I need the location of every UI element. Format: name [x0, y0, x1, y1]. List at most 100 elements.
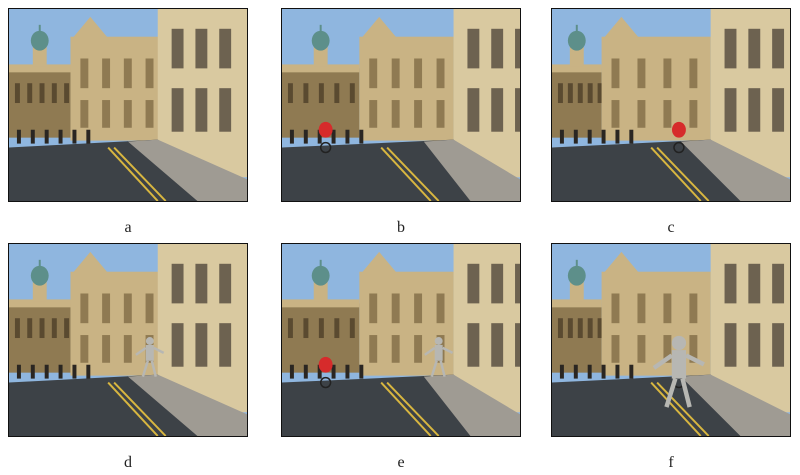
- rotunda-window: [597, 318, 603, 339]
- rotunda-window: [557, 83, 563, 104]
- scene-photo: [281, 8, 521, 202]
- facade-window: [123, 335, 132, 363]
- facade-window: [414, 293, 423, 324]
- right-window: [195, 88, 208, 132]
- scene-drawing: [282, 244, 520, 436]
- pedestrian: [601, 364, 606, 379]
- panel-label: b: [397, 219, 405, 236]
- pedestrian: [16, 129, 21, 144]
- right-window: [724, 28, 737, 69]
- pedestrian: [573, 364, 578, 379]
- rotunda-window: [557, 318, 563, 339]
- facade-window: [663, 293, 672, 324]
- right-window: [219, 263, 232, 304]
- robot-leg: [680, 378, 692, 408]
- pedestrian: [30, 364, 35, 379]
- pedestrian: [58, 364, 63, 379]
- right-window: [171, 28, 184, 69]
- facade-window: [663, 100, 672, 128]
- dome: [311, 30, 330, 51]
- facade-window: [689, 335, 698, 363]
- scene-drawing: [282, 9, 520, 201]
- panel-b: b: [281, 8, 521, 238]
- rotunda-window: [587, 83, 593, 104]
- pedestrian: [629, 129, 634, 144]
- pavement: [423, 139, 520, 201]
- facade-window: [123, 100, 132, 128]
- rotunda-window: [577, 318, 583, 339]
- panel-label: c: [667, 219, 675, 236]
- right-window: [491, 28, 504, 69]
- pedestrian: [345, 364, 350, 379]
- rotunda-window: [51, 83, 57, 104]
- pedestrian: [359, 129, 364, 144]
- right-window: [219, 28, 232, 69]
- robot-arm: [685, 353, 705, 367]
- facade-window: [637, 58, 646, 89]
- facade-window: [391, 58, 400, 89]
- facade-window: [369, 58, 378, 89]
- facade-window: [414, 58, 423, 89]
- pediment: [359, 16, 400, 41]
- facade-window: [369, 293, 378, 324]
- rotunda-window: [303, 83, 309, 104]
- dome: [567, 30, 586, 51]
- rotunda-window: [567, 83, 573, 104]
- facade-window: [391, 335, 400, 363]
- facade-window: [637, 335, 646, 363]
- right-window: [748, 323, 761, 367]
- right-window: [467, 88, 480, 132]
- pedestrian: [16, 364, 21, 379]
- scene-drawing: [552, 244, 790, 436]
- yellow-line: [107, 381, 159, 436]
- facade-window: [611, 58, 620, 89]
- robot-arm: [424, 346, 436, 356]
- rotunda-window: [577, 83, 583, 104]
- right-window: [171, 263, 184, 304]
- robot-arm: [442, 346, 454, 354]
- rotunda-window: [39, 318, 45, 339]
- pedestrian: [345, 129, 350, 144]
- dome-lantern: [319, 24, 322, 33]
- pedestrian: [289, 364, 294, 379]
- pediment: [70, 16, 111, 41]
- robot-head: [145, 337, 154, 345]
- panel-label: e: [397, 454, 405, 471]
- rotunda-window: [64, 318, 70, 339]
- rotunda-window: [318, 83, 324, 104]
- facade-window: [102, 100, 111, 128]
- facade-window: [436, 58, 445, 89]
- pedestrian: [615, 364, 620, 379]
- pedestrian: [86, 129, 91, 144]
- panel-d: d: [8, 243, 248, 473]
- facade-window: [436, 100, 445, 128]
- robot-leg: [439, 360, 446, 377]
- pedestrian: [331, 364, 336, 379]
- panel-c: c: [551, 8, 791, 238]
- right-window: [724, 323, 737, 367]
- pedestrian: [587, 364, 592, 379]
- robot-leg: [150, 360, 157, 377]
- right-window: [515, 88, 520, 132]
- pedestrian: [559, 364, 564, 379]
- dome-lantern: [38, 24, 41, 33]
- pavement: [423, 374, 520, 436]
- facade-window: [414, 335, 423, 363]
- robot-arm: [652, 353, 674, 370]
- facade-window: [102, 335, 111, 363]
- robot-arm: [153, 346, 165, 354]
- rotunda-window: [349, 83, 355, 104]
- pavement: [680, 139, 790, 201]
- right-window: [515, 28, 520, 69]
- robot-torso: [434, 344, 443, 361]
- robot-arm: [135, 346, 147, 356]
- right-window: [467, 323, 480, 367]
- scene-drawing: [9, 244, 247, 436]
- rotunda-window: [14, 318, 20, 339]
- robot-head: [671, 335, 687, 351]
- right-window: [724, 263, 737, 304]
- yellow-line: [113, 381, 167, 436]
- scene-photo: [281, 243, 521, 437]
- right-window: [467, 28, 480, 69]
- pediment: [601, 251, 642, 276]
